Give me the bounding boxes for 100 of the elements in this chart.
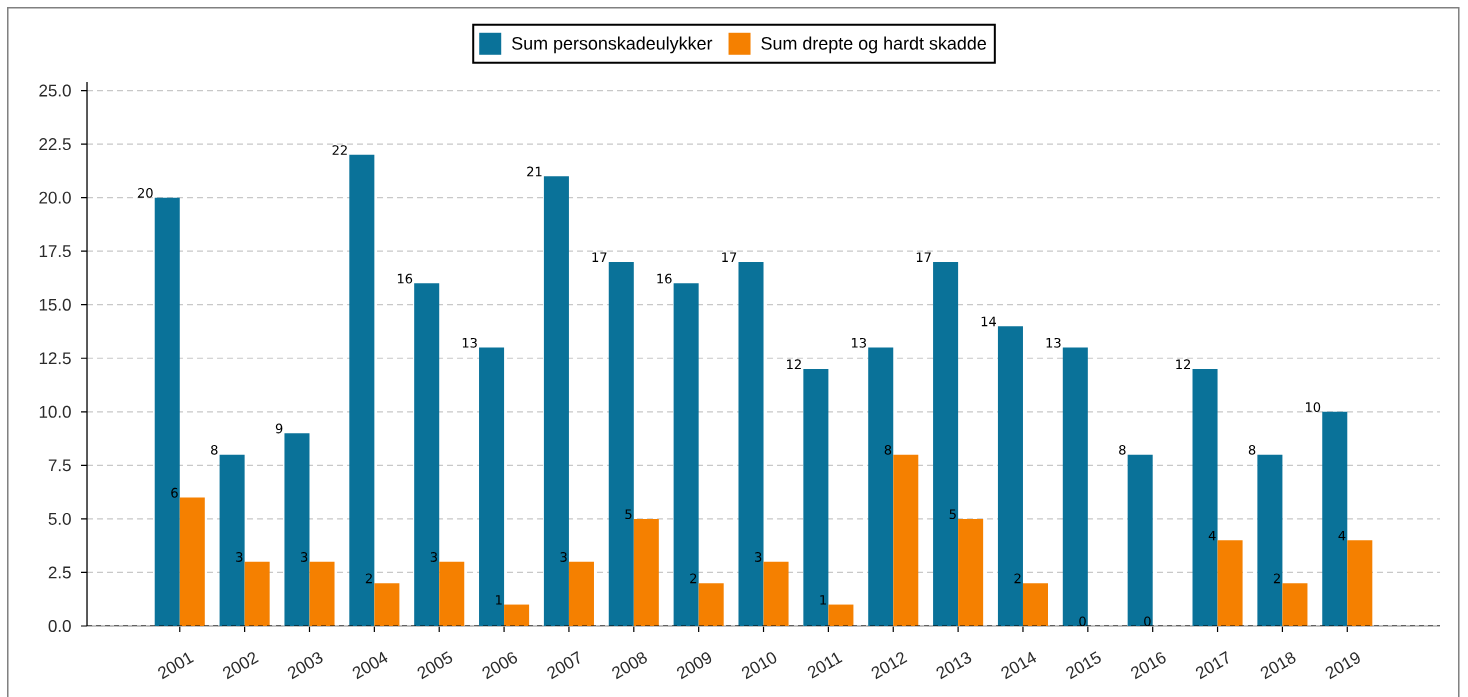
y-tick-label: 2.5 [48,566,71,579]
bar [893,454,919,626]
x-tick-label: 2015 [1066,651,1101,680]
data-label: 13 [462,337,477,348]
data-label: 3 [755,552,762,562]
data-label: 22 [332,145,347,155]
x-tick-label: 2001 [158,652,194,680]
data-label: 13 [1046,337,1061,348]
legend-label: Sum personskadeulykker [512,36,713,54]
data-label: 2 [690,573,697,584]
data-label: 14 [981,316,997,327]
bar [1322,411,1348,626]
data-label: 20 [138,188,153,198]
data-label: 17 [916,252,931,262]
bar [1127,454,1153,626]
x-tick-label: 2006 [482,652,518,680]
bar [803,368,829,626]
bar [179,497,205,626]
data-label: 12 [1176,359,1191,369]
data-label: 0 [1144,616,1151,627]
y-tick-label: 15.0 [39,298,71,311]
data-label: 0 [1079,616,1086,627]
bar [309,561,335,626]
bar [154,197,180,626]
x-tick-label: 2002 [222,652,259,680]
x-tick-label: 2005 [417,651,453,680]
bar [284,433,310,626]
y-tick-label: 22.5 [39,138,71,151]
bar [1022,583,1049,626]
data-label: 5 [949,509,956,520]
bar [349,154,375,626]
data-label: 16 [397,273,413,284]
bar [374,583,400,626]
data-label: 4 [1208,530,1216,541]
y-tick-label: 12.5 [39,352,71,365]
bar [1217,540,1243,626]
x-tick-label: 2011 [807,652,843,679]
y-tick-label: 17.5 [39,245,71,258]
x-tick-label: 2019 [1325,652,1360,680]
bar [479,347,505,626]
data-label: 3 [430,552,437,562]
x-tick-label: 2009 [677,652,712,680]
data-label: 17 [592,252,607,262]
bar [414,283,440,626]
y-tick-label: 7.5 [48,459,71,472]
bar [868,347,894,626]
data-label: 6 [171,487,178,498]
x-tick-label: 2003 [287,652,323,680]
x-tick-label: 2018 [1260,652,1296,680]
x-tick-label: 2007 [547,651,580,680]
bar [1257,454,1283,626]
data-label: 8 [884,445,892,455]
data-label: 8 [1119,445,1126,455]
bar [1062,347,1088,626]
x-tick-label: 2010 [741,652,777,680]
bar [958,518,984,626]
y-tick-label: 25.0 [39,84,71,97]
y-tick-label: 0.0 [48,619,71,632]
bar [763,561,789,626]
bar [997,326,1023,626]
bar [933,261,959,626]
y-tick-label: 20.0 [39,191,71,204]
data-label: 4 [1338,530,1346,541]
bar [828,604,854,626]
data-label: 2 [1014,573,1021,584]
bar [1347,540,1373,626]
data-label: 13 [851,337,866,348]
data-label: 1 [496,595,502,605]
bar [698,583,724,626]
data-label: 21 [527,166,542,177]
x-tick-label: 2012 [871,652,908,680]
x-tick-label: 2013 [936,652,972,680]
bar [219,454,245,626]
data-label: 5 [625,509,632,520]
data-label: 17 [722,252,737,262]
data-label: 10 [1305,402,1321,412]
data-label: 3 [301,552,308,562]
legend-label: Sum drepte og hardt skadde [761,36,986,54]
data-label: 2 [365,573,372,584]
bar [244,561,270,626]
data-label: 12 [787,359,801,369]
x-tick-label: 2004 [352,651,388,680]
x-tick-label: 2014 [1001,651,1037,680]
bar [633,518,659,626]
bar [543,176,569,626]
x-tick-label: 2008 [612,652,647,680]
x-tick-label: 2017 [1195,651,1229,680]
bar [1192,368,1218,626]
bar [439,561,465,626]
x-tick-label: 2016 [1131,652,1166,680]
y-tick-label: 5.0 [48,512,71,525]
bar [608,261,634,626]
bar [1282,583,1308,626]
data-label: 3 [236,552,243,562]
bar [568,561,594,626]
data-label: 3 [560,552,567,562]
data-label: 9 [275,423,283,434]
data-label: 2 [1273,573,1280,584]
bar [738,261,764,626]
data-label: 8 [1248,445,1256,455]
